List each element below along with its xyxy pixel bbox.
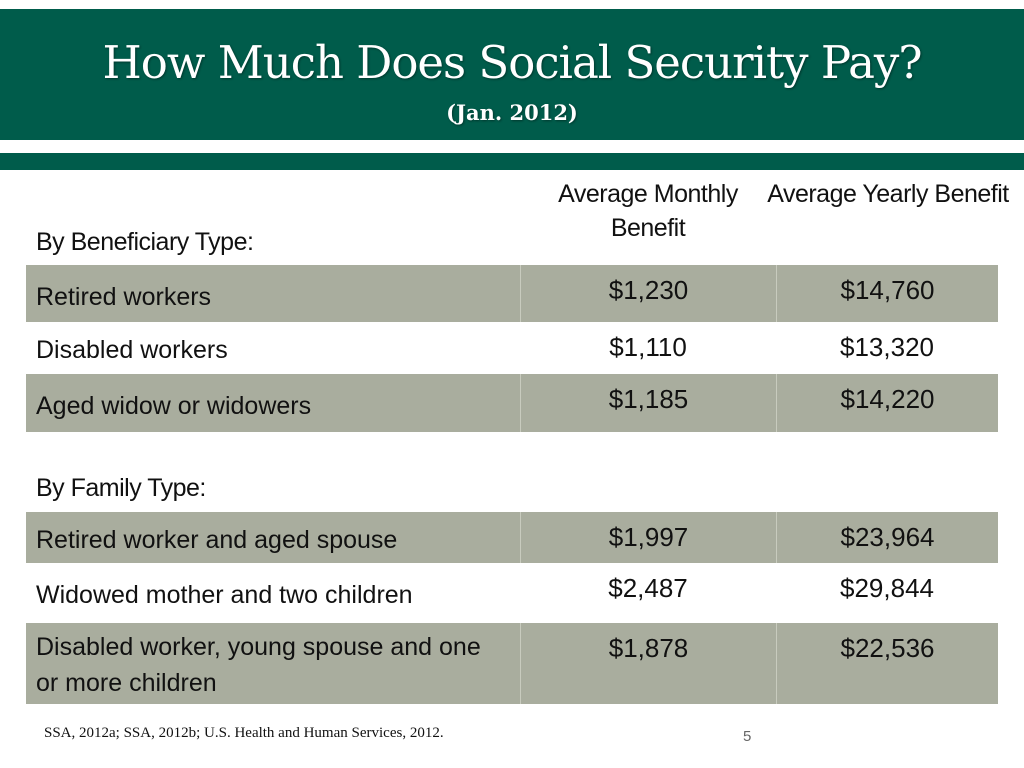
row-monthly: $1,997 xyxy=(520,512,776,563)
table-row: Disabled worker, young spouse and one or… xyxy=(26,623,998,704)
column-header-monthly: Average Monthly Benefit xyxy=(558,180,738,242)
section-label-beneficiary: By Beneficiary Type: xyxy=(36,228,254,256)
table-row: Widowed mother and two children $2,487 $… xyxy=(26,563,998,622)
row-monthly: $1,185 xyxy=(520,374,776,432)
page-subtitle: (Jan. 2012) xyxy=(446,100,578,125)
page-number: 5 xyxy=(743,728,752,745)
row-type: Aged widow or widowers xyxy=(36,392,312,420)
row-monthly: $1,878 xyxy=(520,623,776,704)
row-monthly: $1,230 xyxy=(520,265,776,322)
table-row: Aged widow or widowers $1,185 $14,220 xyxy=(26,374,998,432)
row-yearly: $22,536 xyxy=(776,623,998,704)
table-row: Disabled workers $1,110 $13,320 xyxy=(26,322,998,374)
section-label-family: By Family Type: xyxy=(36,474,206,502)
row-yearly: $23,964 xyxy=(776,512,998,563)
table-row: Retired workers $1,230 $14,760 xyxy=(26,265,998,322)
page-title: How Much Does Social Security Pay? xyxy=(102,36,923,89)
row-type: Retired worker and aged spouse xyxy=(36,526,398,554)
row-yearly: $29,844 xyxy=(840,573,934,603)
row-yearly: $14,760 xyxy=(776,265,998,322)
row-monthly: $1,110 xyxy=(609,332,687,362)
source-citation: SSA, 2012a; SSA, 2012b; U.S. Health and … xyxy=(44,725,444,741)
title-banner xyxy=(0,9,1024,140)
row-yearly: $13,320 xyxy=(840,332,934,362)
accent-bar xyxy=(0,153,1024,170)
row-type: Disabled worker, young spouse and one or… xyxy=(36,633,481,697)
row-type: Widowed mother and two children xyxy=(36,581,413,609)
row-yearly: $14,220 xyxy=(776,374,998,432)
column-header-yearly: Average Yearly Benefit xyxy=(767,180,1009,208)
row-monthly: $2,487 xyxy=(608,573,688,603)
row-type: Disabled workers xyxy=(36,336,228,364)
row-type: Retired workers xyxy=(36,283,212,311)
table-row: Retired worker and aged spouse $1,997 $2… xyxy=(26,512,998,563)
